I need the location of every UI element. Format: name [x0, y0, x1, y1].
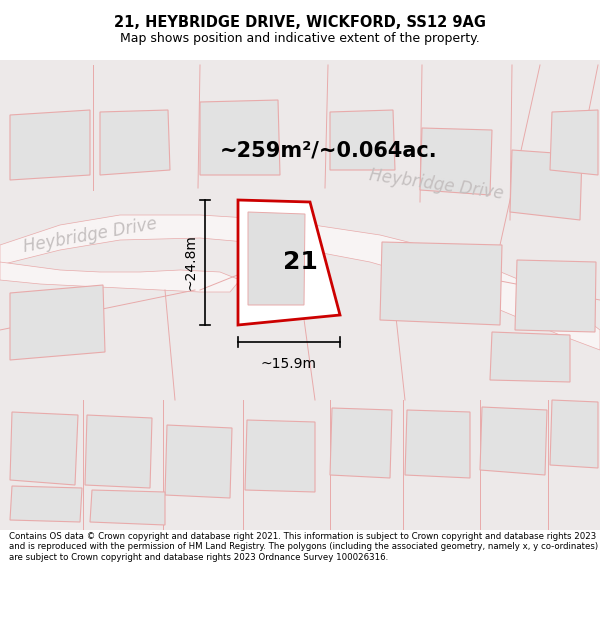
Polygon shape: [10, 285, 105, 360]
Text: Contains OS data © Crown copyright and database right 2021. This information is : Contains OS data © Crown copyright and d…: [9, 532, 598, 562]
Polygon shape: [515, 260, 596, 332]
Polygon shape: [90, 490, 165, 525]
Polygon shape: [480, 407, 547, 475]
Polygon shape: [330, 110, 395, 170]
Polygon shape: [380, 242, 502, 325]
Polygon shape: [0, 215, 600, 350]
Polygon shape: [550, 110, 598, 175]
Text: 21: 21: [283, 250, 317, 274]
Polygon shape: [10, 486, 82, 522]
Polygon shape: [490, 332, 570, 382]
Text: Heybridge Drive: Heybridge Drive: [368, 167, 505, 203]
Polygon shape: [10, 110, 90, 180]
Text: ~15.9m: ~15.9m: [261, 357, 317, 371]
Text: Map shows position and indicative extent of the property.: Map shows position and indicative extent…: [120, 32, 480, 45]
Text: ~259m²/~0.064ac.: ~259m²/~0.064ac.: [220, 140, 437, 160]
Text: ~24.8m: ~24.8m: [183, 234, 197, 291]
Polygon shape: [165, 425, 232, 498]
Polygon shape: [420, 128, 492, 195]
Text: 21, HEYBRIDGE DRIVE, WICKFORD, SS12 9AG: 21, HEYBRIDGE DRIVE, WICKFORD, SS12 9AG: [114, 15, 486, 30]
Polygon shape: [200, 100, 280, 175]
Polygon shape: [85, 415, 152, 488]
Polygon shape: [238, 200, 340, 325]
Polygon shape: [405, 410, 470, 478]
Polygon shape: [550, 400, 598, 468]
Polygon shape: [245, 420, 315, 492]
Polygon shape: [10, 412, 78, 485]
Polygon shape: [100, 110, 170, 175]
Polygon shape: [248, 212, 305, 305]
Polygon shape: [0, 262, 240, 292]
Text: Heybridge Drive: Heybridge Drive: [22, 214, 158, 256]
Polygon shape: [330, 408, 392, 478]
Polygon shape: [510, 150, 582, 220]
